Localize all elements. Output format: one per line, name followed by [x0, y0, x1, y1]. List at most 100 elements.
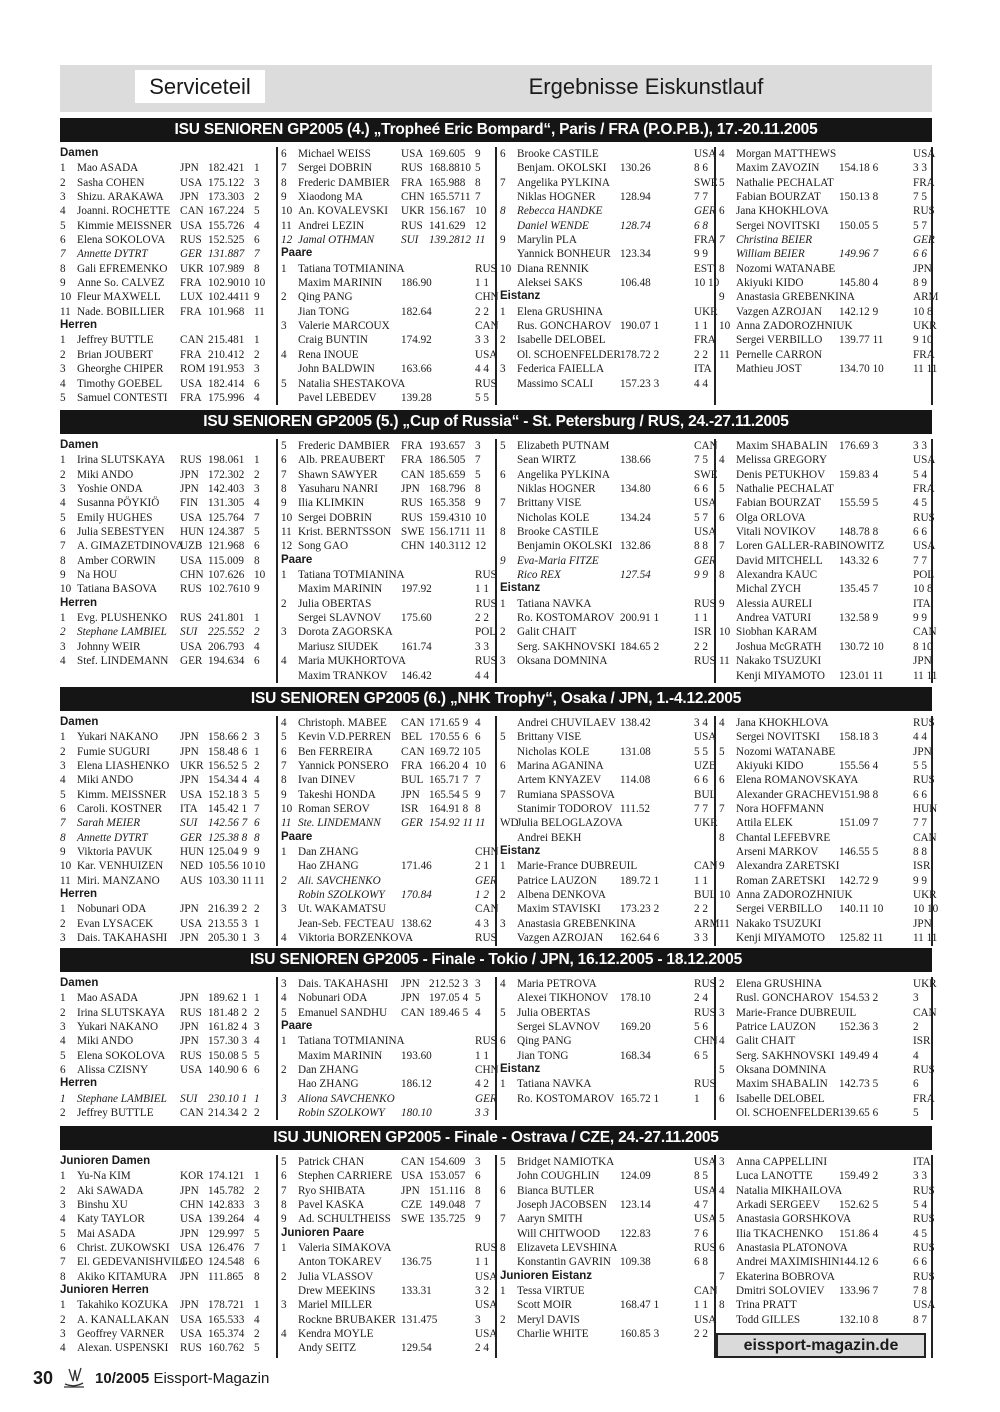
- placements: 3 3: [475, 334, 489, 347]
- rank: 3: [60, 363, 66, 376]
- nation: USA: [180, 219, 203, 232]
- athlete-name: Brooke CASTILE: [517, 526, 599, 539]
- athlete-name: Anna CAPPELLINI: [736, 1156, 828, 1168]
- placements: CHN: [475, 1064, 499, 1077]
- result-row: 7 Yannick PONSERO FRA 166.20 4 10: [281, 759, 495, 773]
- placements: USA: [913, 148, 936, 160]
- athlete-name: Joanni. ROCHETTE: [77, 205, 171, 218]
- rank: [500, 1169, 517, 1183]
- result-row: 2 Meryl DAVIS USA: [500, 1313, 716, 1327]
- placements: EST: [694, 262, 714, 275]
- score: [839, 1241, 913, 1255]
- nation: CAN: [401, 468, 425, 481]
- athlete-name: Brian JOUBERT: [77, 348, 154, 361]
- score: 103.30 11: [208, 874, 253, 887]
- placements: UKR: [694, 817, 718, 830]
- athlete-name: Sergei VERBILLO: [736, 903, 823, 916]
- athlete-name: Loren GALLER-RABINOWITZ: [736, 540, 885, 553]
- athlete-name: Elena GRUSHINA: [736, 978, 823, 990]
- rank: 2: [60, 745, 66, 758]
- rank: [281, 859, 298, 873]
- nation: CAN: [401, 717, 425, 729]
- rank: [281, 888, 298, 902]
- score: 178.10: [620, 992, 651, 1005]
- placements: 11: [254, 874, 265, 887]
- result-row: 5 Mai ASADA JPN 129.997 5: [60, 1227, 276, 1241]
- placements: FRA: [913, 176, 935, 189]
- result-row: 5 Nozomi WATANABE JPN: [719, 745, 932, 759]
- rank: [719, 931, 736, 945]
- placements: 6 6: [913, 248, 927, 261]
- placements: 8: [254, 831, 260, 844]
- nation: USA: [180, 511, 203, 524]
- rank: [719, 468, 736, 482]
- athlete-name: Nozomi WATANABE: [736, 745, 836, 758]
- rank: [500, 1020, 517, 1034]
- placements: 3: [254, 176, 260, 189]
- nation: JPN: [180, 191, 199, 204]
- score: [839, 1092, 913, 1106]
- rank: 9: [281, 497, 287, 510]
- result-row: 3 Shizu. ARAKAWA JPN 173.303 2: [60, 190, 276, 204]
- category-heading: Junioren Eistanz: [500, 1269, 593, 1282]
- placements: USA: [475, 1299, 498, 1312]
- result-row: Maxim TRANKOV 146.42 4 4: [281, 669, 495, 683]
- placements: 8: [475, 176, 481, 189]
- athlete-name: Vazgen AZROJAN: [736, 305, 823, 318]
- score: 161.82 4: [208, 1021, 248, 1034]
- result-row: 10 Diana RENNIK EST: [500, 262, 714, 276]
- athlete-name: Joshua McGRATH: [736, 640, 822, 653]
- score: 129.54: [401, 1342, 432, 1355]
- result-row: 4 Kendra MOYLE USA: [281, 1327, 497, 1341]
- placements: 8: [475, 1184, 481, 1197]
- athlete-name: Benjam. OKOLSKI: [517, 162, 607, 175]
- nation: FRA: [180, 391, 202, 404]
- score: 121.968: [208, 540, 245, 553]
- score: 181.48 2: [208, 1006, 248, 1019]
- website-link[interactable]: eissport-magazin.de: [716, 1333, 926, 1359]
- rank: [719, 219, 736, 233]
- placements: 7 8: [913, 1285, 927, 1298]
- placements: 12: [475, 219, 487, 232]
- nation: JPN: [401, 992, 420, 1005]
- rank: 8: [500, 205, 506, 218]
- athlete-name: Trina PRATT: [736, 1299, 797, 1312]
- athlete-name: Pavel LEBEDEV: [298, 391, 377, 404]
- result-row: Konstantin GAVRIN 109.38 6 8: [500, 1255, 714, 1269]
- placements: 7: [254, 803, 260, 816]
- placements: CHN: [475, 846, 499, 859]
- placements: 4: [254, 1313, 260, 1326]
- result-row: 6 Elena SOKOLOVA RUS 152.525 6: [60, 233, 276, 247]
- athlete-name: Morgan MATTHEWS: [736, 148, 837, 160]
- score: [401, 874, 475, 888]
- result-row: 2 Julia VLASSOV USA: [281, 1270, 497, 1284]
- placements: 4 4: [913, 731, 927, 744]
- rank: [719, 525, 736, 539]
- result-row: 1 Tatiana NAVKA RUS: [500, 597, 716, 611]
- rank: 5: [719, 176, 725, 189]
- rank: 1: [60, 903, 66, 916]
- nation: RUS: [180, 1006, 202, 1019]
- result-row: Sergei SLAVNOV 175.60 2 2: [281, 611, 495, 625]
- athlete-name: Jeffrey BUTTLE: [77, 334, 154, 347]
- score: 198.061: [208, 454, 245, 467]
- nation: CAN: [401, 1156, 425, 1168]
- placements: 3: [913, 992, 919, 1005]
- rank: 2: [281, 874, 287, 887]
- athlete-name: Daniel WENDE: [517, 219, 589, 232]
- placements: USA: [694, 148, 717, 160]
- score: 152.18 3: [208, 788, 248, 801]
- placements: JPN: [913, 917, 932, 930]
- athlete-name: Nathalie PECHALAT: [736, 176, 834, 189]
- rank: 11: [281, 817, 292, 830]
- result-row: Artem KNYAZEV 114.08 6 6: [500, 773, 714, 787]
- rank: [281, 1106, 298, 1120]
- athlete-name: Aki SAWADA: [77, 1184, 144, 1197]
- score: 130.72 10: [839, 640, 884, 653]
- nation: FRA: [180, 348, 202, 361]
- placements: 12: [475, 540, 487, 553]
- nation: JPN: [180, 1021, 199, 1034]
